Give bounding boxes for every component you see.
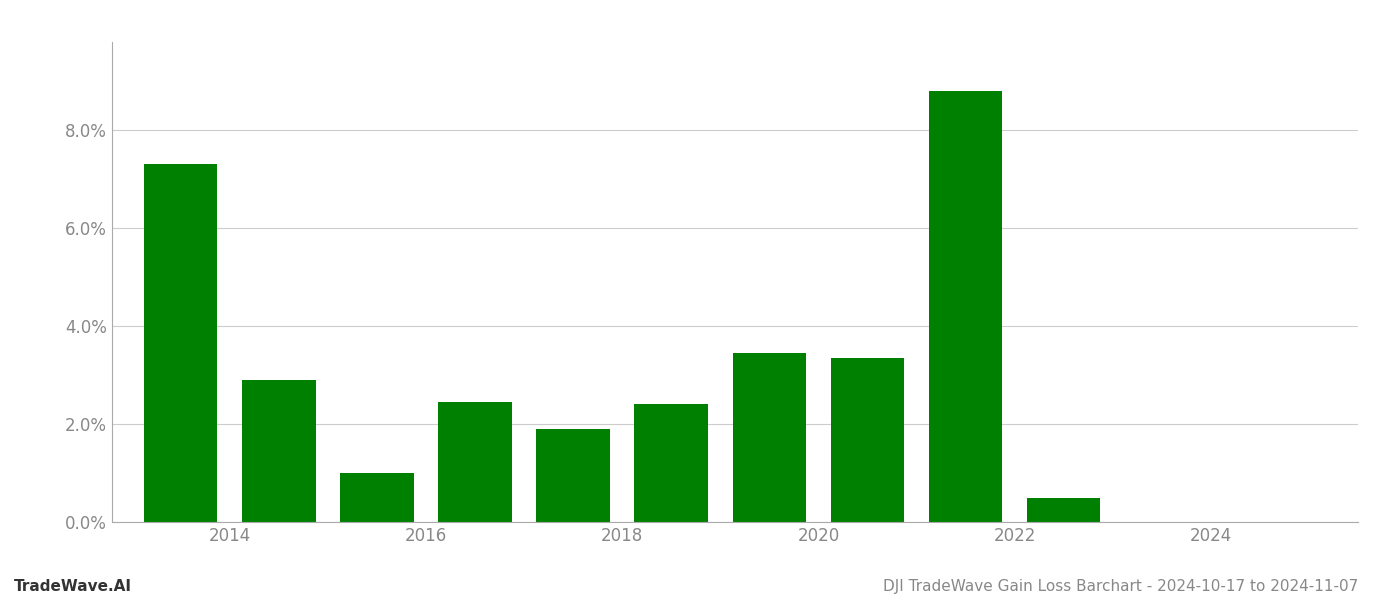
Bar — [242, 380, 315, 522]
Bar — [732, 353, 806, 522]
Text: TradeWave.AI: TradeWave.AI — [14, 579, 132, 594]
Bar — [830, 358, 904, 522]
Bar — [1026, 497, 1100, 522]
Bar — [144, 164, 217, 522]
Bar — [634, 404, 708, 522]
Bar — [340, 473, 413, 522]
Bar — [438, 402, 512, 522]
Text: DJI TradeWave Gain Loss Barchart - 2024-10-17 to 2024-11-07: DJI TradeWave Gain Loss Barchart - 2024-… — [883, 579, 1358, 594]
Bar — [928, 91, 1002, 522]
Bar — [536, 429, 610, 522]
